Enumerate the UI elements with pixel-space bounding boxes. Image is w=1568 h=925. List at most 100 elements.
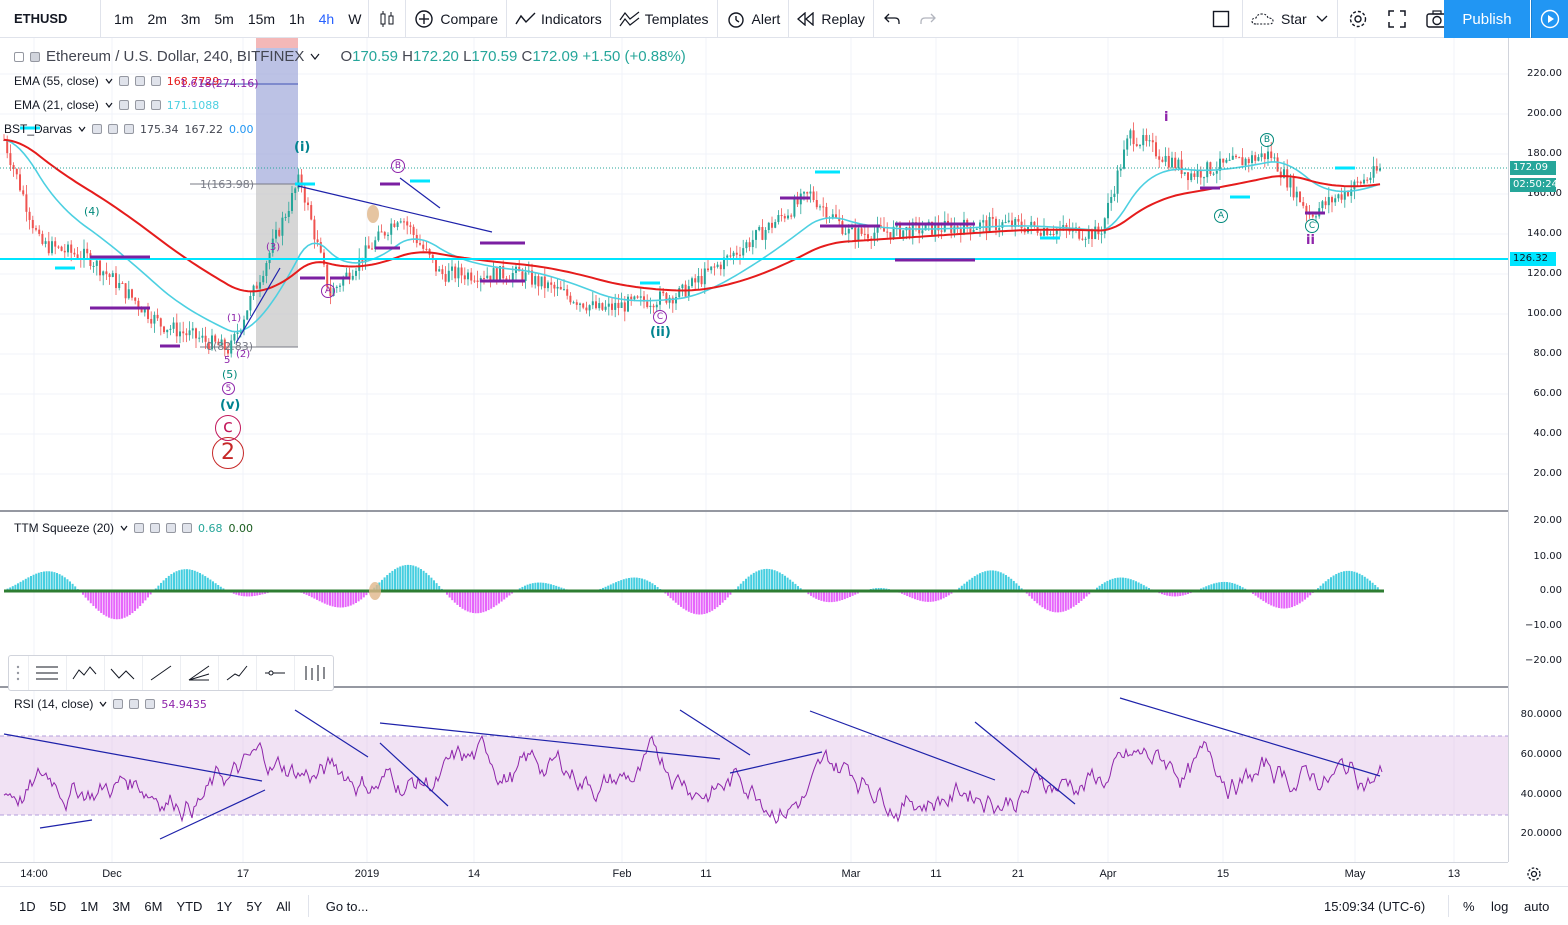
ttm-bar [352, 591, 355, 605]
close-icon[interactable] [182, 523, 193, 533]
candle-body [211, 335, 213, 350]
pane-divider[interactable] [0, 510, 1508, 512]
source-icon[interactable] [166, 523, 177, 533]
candle-body [371, 248, 373, 250]
range-ytd[interactable]: YTD [176, 898, 203, 914]
range-1y[interactable]: 1Y [216, 898, 233, 914]
symbol-search[interactable]: ETHUSD [14, 11, 68, 26]
elliott-correction-icon[interactable] [105, 656, 143, 690]
eye-icon[interactable] [118, 76, 129, 86]
gear-icon[interactable] [150, 523, 161, 533]
chevron-down-icon[interactable] [310, 53, 320, 61]
candle-body [771, 222, 773, 228]
chevron-down-icon[interactable] [120, 525, 128, 531]
settings-button[interactable] [1338, 0, 1378, 38]
auto-toggle[interactable]: auto [1524, 898, 1550, 914]
tf-w[interactable]: W [348, 10, 362, 27]
templates-button[interactable]: Templates [611, 0, 717, 38]
chart-type-button[interactable] [369, 0, 405, 38]
ttm-bar [612, 583, 615, 591]
tf-4h[interactable]: 4h [318, 10, 335, 27]
rsi-legend[interactable]: RSI (14, close) 54.9435 [14, 697, 207, 711]
chevron-down-icon[interactable] [105, 102, 113, 108]
tf-3m[interactable]: 3m [180, 10, 201, 27]
divider [788, 0, 790, 38]
redo-button[interactable] [910, 0, 946, 38]
path-icon[interactable] [219, 656, 257, 690]
range-1m[interactable]: 1M [80, 898, 99, 914]
ttm-bar [313, 591, 316, 599]
publish-dropdown-button[interactable] [1531, 0, 1568, 38]
handle-icon[interactable] [9, 656, 29, 690]
publish-button[interactable]: Publish [1444, 0, 1530, 38]
ttm-legend[interactable]: TTM Squeeze (20) 0.68 0.00 [14, 521, 253, 535]
candle-body [31, 219, 34, 229]
chevron-down-icon[interactable] [78, 126, 86, 132]
alert-button[interactable]: Alert [718, 0, 789, 38]
price-axis[interactable]: 220.00 200.00 180.00 160.00 140.00 120.0… [1508, 38, 1568, 862]
gear-icon[interactable] [134, 100, 145, 110]
close-icon[interactable] [150, 76, 161, 86]
gear-icon[interactable] [129, 699, 140, 709]
indicators-button[interactable]: Indicators [507, 0, 610, 38]
range-1d[interactable]: 1D [19, 898, 36, 914]
undo-button[interactable] [874, 0, 910, 38]
ttm-bar [1064, 591, 1067, 611]
layout-button[interactable] [1200, 0, 1242, 38]
wave-A2-label: A [1214, 209, 1228, 223]
star-button[interactable]: Star [1243, 0, 1337, 38]
percent-toggle[interactable]: % [1463, 898, 1475, 914]
replay-button[interactable]: Replay [789, 0, 873, 38]
chart-canvas[interactable] [0, 38, 1508, 862]
log-toggle[interactable]: log [1491, 898, 1509, 914]
eye-icon[interactable] [92, 124, 103, 134]
gear-icon[interactable] [134, 76, 145, 86]
chevron-down-icon[interactable] [105, 78, 113, 84]
tf-1m[interactable]: 1m [114, 10, 134, 27]
tf-5m[interactable]: 5m [214, 10, 234, 27]
candle-body [1343, 191, 1346, 200]
ttm-bar [92, 591, 95, 606]
close-icon[interactable] [145, 699, 156, 709]
goto-button[interactable]: Go to... [325, 898, 369, 914]
fullscreen-button[interactable] [1378, 0, 1416, 38]
range-group: 1D 5D 1M 3M 6M YTD 1Y 5Y All [0, 899, 298, 914]
range-3m[interactable]: 3M [112, 898, 131, 914]
eye-icon[interactable] [118, 100, 129, 110]
horizontal-ray-icon[interactable] [257, 656, 295, 690]
gear-icon[interactable] [108, 124, 119, 134]
collapse-icon[interactable] [14, 51, 24, 62]
ttm-bar [1098, 585, 1101, 591]
main-legend[interactable]: Ethereum / U.S. Dollar, 240, BITFINEX O1… [14, 48, 686, 65]
divider [1242, 0, 1243, 38]
chart-settings-button[interactable] [1526, 866, 1542, 887]
eye-icon[interactable] [113, 699, 124, 709]
eye-icon[interactable] [134, 523, 145, 533]
ttm-bar [963, 583, 966, 591]
trendline-icon[interactable] [143, 656, 181, 690]
ema21-legend[interactable]: EMA (21, close) 171.1088 [14, 98, 219, 112]
range-5y[interactable]: 5Y [246, 898, 263, 914]
fib-levels-icon[interactable] [29, 656, 67, 690]
ttm-bar [778, 572, 781, 591]
time-axis[interactable]: 14:00 Dec 17 2019 14 Feb 11 Mar 11 21 Ap… [0, 862, 1508, 886]
pane-divider[interactable] [0, 686, 1508, 688]
tf-2m[interactable]: 2m [147, 10, 167, 27]
close-icon[interactable] [124, 124, 135, 134]
compare-button[interactable]: Compare [406, 0, 506, 38]
ema55-legend[interactable]: EMA (55, close) 168.7729 [14, 74, 219, 88]
elliott-impulse-icon[interactable] [67, 656, 105, 690]
fib-fan-icon[interactable] [181, 656, 219, 690]
tf-1h[interactable]: 1h [289, 10, 305, 27]
close-icon[interactable] [150, 100, 161, 110]
candle-body [383, 232, 386, 236]
range-6m[interactable]: 6M [144, 898, 163, 914]
candle-body [1155, 142, 1157, 157]
range-5d[interactable]: 5D [49, 898, 67, 914]
darvas-legend[interactable]: BST_Darvas 175.34 167.22 0.00 [4, 122, 254, 136]
range-all[interactable]: All [276, 898, 291, 914]
tf-15m[interactable]: 15m [247, 10, 276, 27]
bars-pattern-icon[interactable] [295, 656, 333, 690]
chevron-down-icon[interactable] [99, 701, 107, 707]
ttm-bar [448, 591, 451, 598]
